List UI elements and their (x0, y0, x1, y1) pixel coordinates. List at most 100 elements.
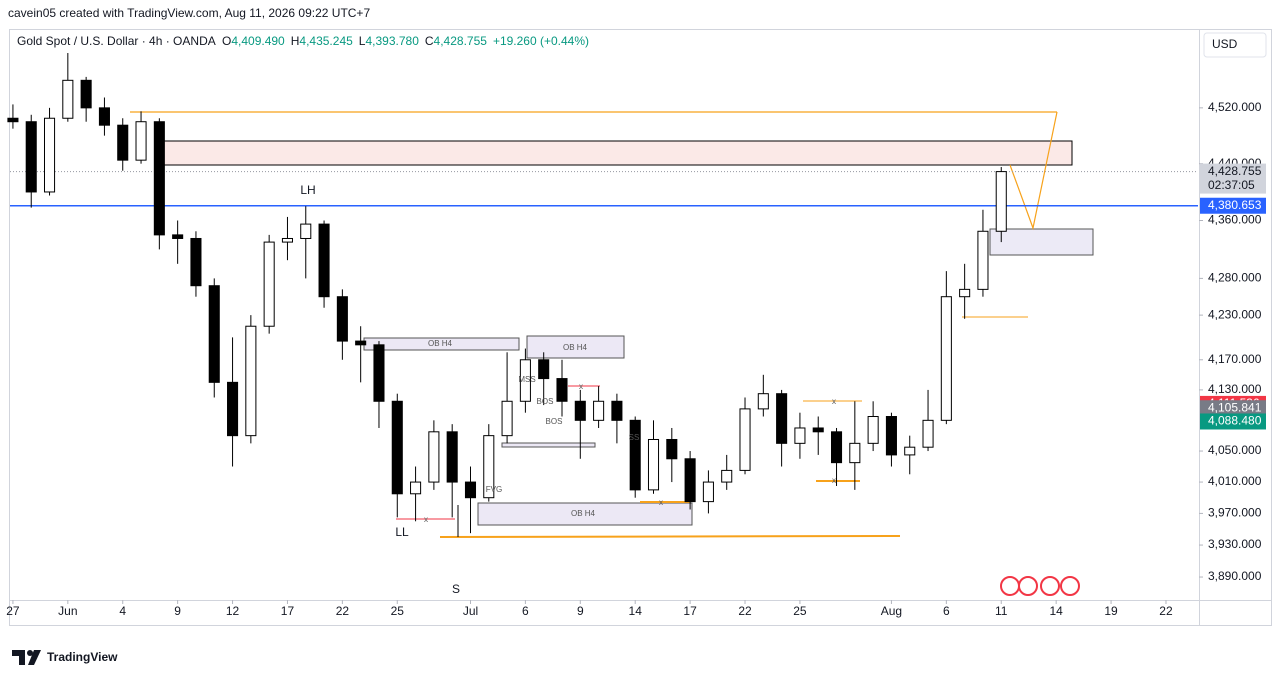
candle-body (794, 427, 806, 444)
x-tick-label: 19 (1104, 604, 1118, 618)
x-tick-label: Jul (463, 604, 478, 618)
annotation: OB H4 (571, 509, 596, 518)
logo-text: TradingView (47, 650, 118, 664)
logo: TradingView (12, 650, 118, 665)
price-tag (1200, 413, 1266, 430)
annotation: LH (300, 183, 315, 197)
y-tick-label: 4,010.000 (1208, 474, 1262, 488)
candle-body (446, 431, 458, 483)
candle-body (373, 344, 385, 402)
event-icons (1000, 576, 1080, 596)
ohlc-key: O (222, 34, 231, 48)
annotation: OB H4 (428, 339, 453, 348)
symbol-title: Gold Spot / U.S. Dollar · 4h · OANDA (17, 34, 216, 48)
candle-body (904, 446, 916, 456)
candle-body (7, 117, 19, 123)
y-tick-label: 3,930.000 (1208, 537, 1262, 551)
x-tick-label: 17 (281, 604, 295, 618)
order-block (526, 335, 625, 359)
credit: cavein05 created with TradingView.com, A… (8, 6, 370, 20)
candle-body (62, 79, 74, 119)
x-tick-label: 9 (174, 604, 181, 618)
candle-body (922, 419, 934, 448)
x-tick-label: 27 (6, 604, 20, 618)
candle-body (574, 400, 586, 421)
annotation: BOS (546, 417, 563, 426)
currency-box[interactable] (1203, 32, 1267, 58)
candle-body (830, 431, 843, 464)
x-tick-label: 14 (629, 604, 643, 618)
candle-body (464, 481, 477, 499)
price-tag (1200, 197, 1266, 214)
candle-body (702, 481, 714, 503)
candle-body (849, 442, 861, 464)
supply-zone (154, 140, 1073, 166)
x-tick-label: Aug (881, 604, 902, 618)
candle-body (263, 241, 275, 327)
y-tick-label: 4,170.000 (1208, 352, 1262, 366)
candle-body (684, 458, 696, 503)
candle-body (647, 438, 660, 491)
candle-body (208, 285, 220, 383)
ohlc-value: 4,393.780 (365, 34, 419, 48)
projection (1009, 111, 1058, 231)
ohlc-value: 4,409.490 (231, 34, 285, 48)
candle-body (391, 400, 403, 495)
annotation: FVG (486, 485, 502, 494)
fvg-box (501, 442, 596, 448)
annotation: x (659, 498, 663, 507)
x-tick-label: 9 (577, 604, 584, 618)
x-tick-label: 12 (226, 604, 240, 618)
candle-body (190, 237, 202, 287)
candle-body (483, 435, 495, 499)
y-tick-label: 3,890.000 (1208, 569, 1262, 583)
candle-body (629, 419, 641, 491)
y-tick-label: 4,050.000 (1208, 443, 1262, 457)
candle-body (812, 427, 824, 433)
annotation: OB H4 (563, 343, 588, 352)
candle-body (538, 359, 550, 380)
candle-body (940, 296, 952, 421)
candle-body (739, 408, 751, 471)
candle-body (776, 393, 788, 444)
price-tag (1200, 400, 1266, 417)
candle-body (556, 378, 568, 402)
x-tick-label: 25 (793, 604, 807, 618)
x-tick-label: 6 (522, 604, 529, 618)
ohlc-key: L (359, 34, 366, 48)
candle-body (318, 223, 330, 298)
candle-body (117, 124, 129, 161)
currency: USD (1212, 37, 1238, 51)
candle-body (227, 381, 239, 437)
candle-body (885, 416, 897, 456)
price-tag-label: 4,088.480 (1208, 414, 1262, 428)
candle-body (25, 121, 37, 193)
candle-body (995, 171, 1007, 232)
candle-body (300, 223, 312, 239)
ohlc-key: H (291, 34, 300, 48)
candle-body (135, 121, 147, 161)
price-tag (1200, 163, 1266, 194)
y-tick-label: 3,970.000 (1208, 506, 1262, 520)
candle-body (80, 79, 92, 109)
annotation: S (452, 582, 460, 596)
candle-body (98, 107, 110, 126)
candle-body (172, 234, 184, 239)
ohlc-legend: O4,409.490 H4,435.245 L4,393.780 C4,428.755… (222, 34, 589, 48)
annotation: BOS (537, 397, 554, 406)
annotation: x (832, 397, 836, 406)
candle-body (867, 416, 879, 444)
price-tag-label: 4,105.841 (1208, 400, 1262, 414)
y-tick-label: 4,520.000 (1208, 100, 1262, 114)
x-tick-label: 22 (738, 604, 752, 618)
annotation: x (424, 515, 428, 524)
candle-body (757, 393, 769, 410)
candle-body (281, 237, 293, 243)
price-tag-label: 4,380.653 (1208, 198, 1262, 212)
candle-body (153, 121, 165, 236)
order-block (477, 502, 693, 526)
x-tick-label: 22 (1159, 604, 1173, 618)
x-tick-label: 25 (391, 604, 405, 618)
candle-body (245, 325, 257, 437)
